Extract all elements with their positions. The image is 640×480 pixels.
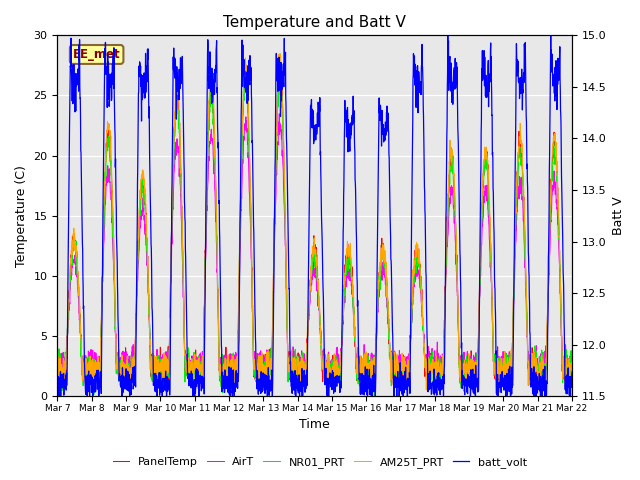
AirT xyxy=(457,382,465,387)
NR01_PRT xyxy=(197,367,205,373)
AM25T_PRT xyxy=(523,316,531,322)
PanelTemp xyxy=(197,367,205,373)
batt_volt xyxy=(54,393,62,399)
PanelTemp xyxy=(568,381,576,387)
batt_volt xyxy=(54,391,61,397)
PanelTemp xyxy=(242,60,250,66)
NR01_PRT xyxy=(330,372,337,377)
AirT xyxy=(568,371,576,376)
Text: EE_met: EE_met xyxy=(73,48,120,61)
NR01_PRT xyxy=(340,287,348,293)
PanelTemp xyxy=(341,280,349,286)
NR01_PRT xyxy=(568,374,576,380)
Legend: PanelTemp, AirT, NR01_PRT, AM25T_PRT, batt_volt: PanelTemp, AirT, NR01_PRT, AM25T_PRT, ba… xyxy=(108,452,532,472)
AirT xyxy=(340,293,348,299)
batt_volt xyxy=(568,369,576,375)
AirT xyxy=(330,357,337,363)
Title: Temperature and Batt V: Temperature and Batt V xyxy=(223,15,406,30)
batt_volt xyxy=(330,374,337,380)
Y-axis label: Temperature (C): Temperature (C) xyxy=(15,165,28,267)
batt_volt xyxy=(444,33,452,38)
AM25T_PRT xyxy=(54,362,61,368)
AirT xyxy=(54,356,61,361)
AM25T_PRT xyxy=(276,51,284,57)
NR01_PRT xyxy=(538,378,545,384)
AM25T_PRT xyxy=(88,388,96,394)
AM25T_PRT xyxy=(330,360,337,366)
NR01_PRT xyxy=(275,69,283,75)
batt_volt xyxy=(538,376,545,382)
NR01_PRT xyxy=(465,363,472,369)
NR01_PRT xyxy=(54,367,61,372)
AirT xyxy=(538,367,545,372)
batt_volt xyxy=(197,380,205,385)
PanelTemp xyxy=(255,387,263,393)
AM25T_PRT xyxy=(341,272,349,277)
AirT xyxy=(465,358,472,364)
batt_volt xyxy=(465,381,472,387)
AM25T_PRT xyxy=(465,365,472,371)
batt_volt xyxy=(340,121,348,127)
X-axis label: Time: Time xyxy=(300,419,330,432)
PanelTemp xyxy=(330,353,337,359)
PanelTemp xyxy=(538,366,545,372)
NR01_PRT xyxy=(523,316,531,322)
AM25T_PRT xyxy=(197,369,205,375)
Line: AM25T_PRT: AM25T_PRT xyxy=(58,54,572,391)
NR01_PRT xyxy=(371,393,378,399)
PanelTemp xyxy=(465,358,472,364)
batt_volt xyxy=(523,166,531,171)
Line: batt_volt: batt_volt xyxy=(58,36,572,396)
Line: AirT: AirT xyxy=(58,114,572,384)
Line: NR01_PRT: NR01_PRT xyxy=(58,72,572,396)
AirT xyxy=(275,111,283,117)
PanelTemp xyxy=(523,311,531,317)
AM25T_PRT xyxy=(568,361,576,367)
Y-axis label: Batt V: Batt V xyxy=(612,196,625,235)
Line: PanelTemp: PanelTemp xyxy=(58,63,572,390)
AirT xyxy=(523,326,531,332)
AM25T_PRT xyxy=(538,365,545,371)
PanelTemp xyxy=(54,367,61,373)
AirT xyxy=(197,367,205,372)
